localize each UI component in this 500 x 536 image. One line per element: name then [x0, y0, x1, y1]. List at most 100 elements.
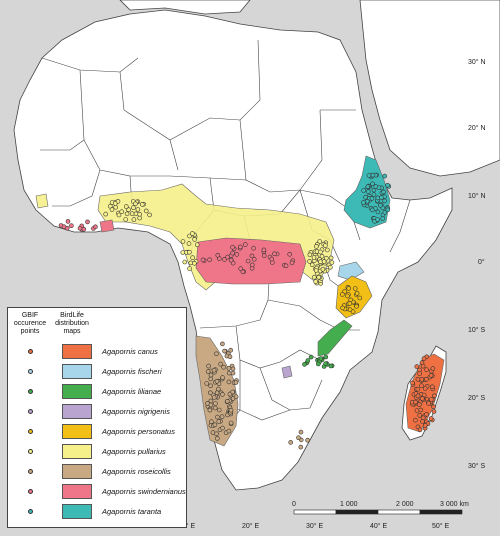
occurrence-point [382, 210, 388, 215]
occurrence-point [216, 419, 222, 424]
occurrence-point [261, 247, 267, 253]
occurrence-point [123, 217, 128, 222]
occurrence-point [329, 260, 335, 265]
occurrence-point [220, 375, 225, 380]
occurrence-point [226, 370, 232, 376]
occurrence-point [226, 365, 232, 371]
occurrence-point [208, 402, 214, 408]
legend-row-pullarius: Agapornis pullarius [8, 442, 186, 462]
occurrence-point [272, 251, 277, 257]
occurrence-point [143, 208, 149, 214]
occurrence-point [328, 255, 334, 261]
occurrence-point [288, 440, 294, 445]
occurrence-points [58, 172, 437, 450]
occurrence-point [220, 392, 225, 397]
legend-point-swindernianus [28, 489, 33, 494]
occurrence-point [216, 407, 222, 413]
legend-swatch-lilianae [62, 384, 92, 399]
scale-label-2000: 2 000 [396, 501, 414, 508]
occurrence-point [354, 291, 360, 296]
occurrence-point [415, 393, 421, 399]
occurrence-point [371, 192, 377, 197]
occurrence-point [112, 201, 118, 206]
occurrence-point [214, 431, 219, 437]
legend-label-canus: Agapornis canus [102, 347, 158, 356]
scale-label-1000: 1 000 [340, 501, 358, 508]
occurrence-point [313, 279, 319, 284]
occurrence-point [416, 402, 422, 407]
occurrence-point [192, 237, 197, 242]
legend-swatch-personatus [62, 424, 92, 439]
occurrence-point [230, 244, 235, 250]
occurrence-point [420, 415, 426, 421]
occurrence-point [314, 244, 319, 249]
occurrence-point [313, 268, 319, 273]
occurrence-point [131, 205, 136, 210]
occurrence-point [215, 414, 220, 420]
occurrence-point [361, 200, 366, 205]
occurrence-point [180, 250, 186, 255]
occurrence-point [251, 245, 256, 251]
occurrence-point [419, 396, 425, 401]
occurrence-point [382, 198, 387, 204]
occurrence-point [346, 286, 352, 291]
occurrence-point [366, 173, 372, 178]
occurrence-point [233, 380, 239, 385]
occurrence-point [221, 364, 226, 370]
occurrence-point [322, 243, 328, 248]
occurrence-point [428, 373, 434, 378]
legend-point-personatus [28, 429, 33, 434]
occurrence-point [308, 354, 314, 360]
occurrence-point [93, 224, 98, 230]
occurrence-point [225, 398, 230, 404]
occurrence-point [250, 262, 255, 268]
occurrence-point [147, 212, 152, 218]
occurrence-point [228, 407, 234, 413]
occurrence-point [216, 386, 221, 392]
occurrence-point [431, 404, 436, 410]
legend-row-fischeri: Agapornis fischeri [8, 362, 186, 382]
occurrence-point [226, 428, 232, 434]
occurrence-point [363, 194, 368, 200]
occurrence-point [429, 384, 435, 390]
legend-row-nigrigenis: Agapornis nigrigenis [8, 402, 186, 422]
legend-label-pullarius: Agapornis pullarius [102, 447, 166, 456]
occurrence-point [385, 183, 390, 188]
lat-label-10s: 10° S [468, 326, 486, 334]
occurrence-point [382, 173, 388, 179]
occurrence-point [109, 207, 115, 212]
occurrence-point [131, 217, 137, 222]
occurrence-point [187, 266, 192, 271]
occurrence-point [222, 257, 227, 262]
occurrence-point [208, 383, 213, 389]
occurrence-point [230, 370, 236, 376]
range-swindernianus [195, 237, 307, 285]
legend-point-pullarius [28, 449, 33, 454]
occurrence-point [421, 356, 427, 361]
occurrence-point [227, 354, 233, 360]
occurrence-point [222, 348, 227, 354]
occurrence-point [220, 341, 225, 347]
occurrence-point [214, 390, 220, 396]
occurrence-point [365, 189, 371, 194]
occurrence-point [316, 274, 322, 280]
occurrence-point [347, 301, 353, 306]
legend-swatch-nigrigenis [62, 404, 92, 419]
occurrence-point [350, 309, 356, 315]
legend-row-taranta: Agapornis taranta [8, 502, 186, 522]
occurrence-point [124, 204, 129, 209]
occurrence-point [206, 363, 211, 369]
europe-fragment [119, 0, 251, 15]
occurrence-point [413, 417, 418, 423]
occurrence-point [421, 392, 427, 398]
occurrence-point [428, 416, 434, 421]
legend-label-fischeri: Agapornis fischeri [102, 367, 162, 376]
lat-label-0: 0° [478, 258, 485, 266]
occurrence-point [375, 195, 381, 201]
occurrence-point [305, 437, 310, 443]
lon-label-30e: 30° E [306, 522, 324, 530]
occurrence-point [129, 211, 135, 216]
occurrence-point [212, 422, 218, 428]
occurrence-point [205, 369, 211, 374]
